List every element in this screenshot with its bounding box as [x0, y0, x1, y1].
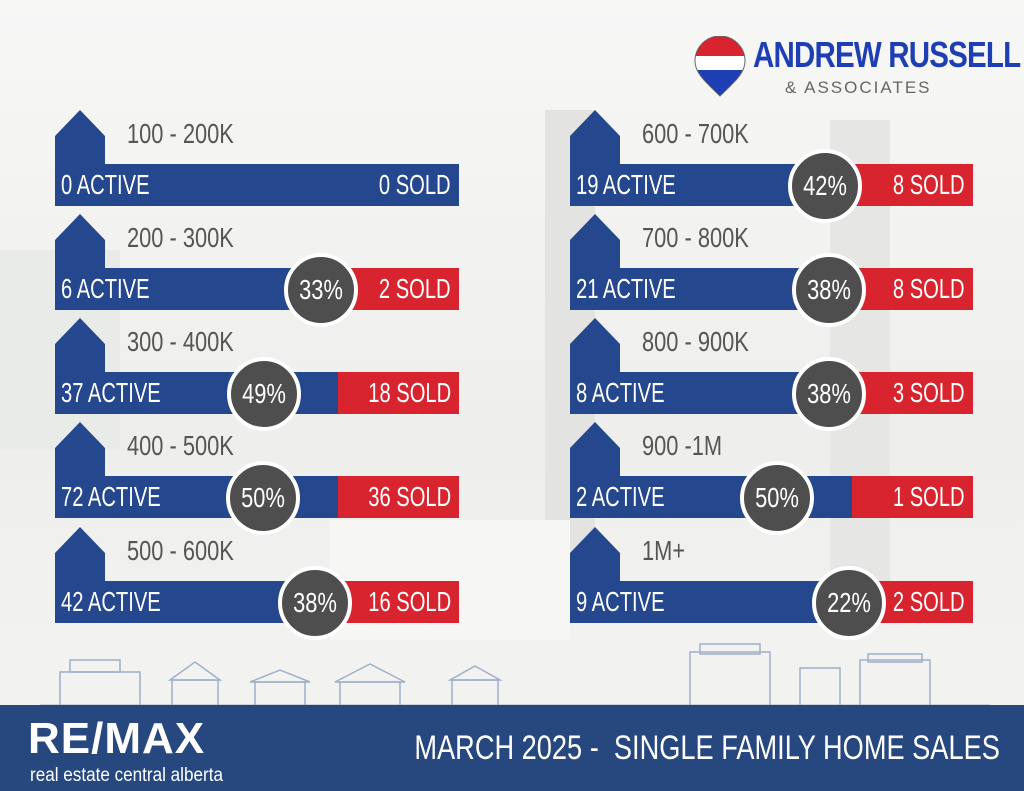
- price-range-row: 300 - 400K 37 ACTIVE 18 SOLD 49%: [55, 318, 459, 431]
- report-title: MARCH 2025 - SINGLE FAMILY HOME SALES: [414, 729, 1001, 767]
- house-icon: [55, 214, 105, 270]
- balloon-pin-icon: [694, 36, 746, 97]
- sell-through-percent-badge: 38%: [792, 253, 866, 327]
- house-icon: [55, 318, 105, 374]
- price-range-label: 1M+: [642, 535, 686, 566]
- sell-through-percent-badge: 22%: [812, 566, 886, 640]
- price-range-row: 200 - 300K 6 ACTIVE 2 SOLD 33%: [55, 214, 459, 327]
- sold-bar: 3 SOLD: [852, 372, 973, 414]
- percent-text: 50%: [755, 482, 799, 513]
- sold-bar: 8 SOLD: [852, 164, 973, 206]
- sell-through-percent-badge: 49%: [227, 357, 301, 431]
- remax-subtitle: real estate central alberta: [30, 765, 223, 786]
- logo-subtitle: & ASSOCIATES: [785, 78, 932, 97]
- sold-bar: 8 SOLD: [852, 268, 973, 310]
- active-count: 9 ACTIVE: [576, 586, 665, 617]
- percent-text: 38%: [807, 274, 851, 305]
- sold-count: 8 SOLD: [893, 169, 965, 200]
- price-range-row: 600 - 700K 19 ACTIVE 8 SOLD 42%: [570, 110, 973, 223]
- house-icon: [570, 214, 620, 270]
- percent-text: 22%: [827, 587, 871, 618]
- sold-count: 8 SOLD: [893, 273, 965, 304]
- price-range-row: 900 -1M 2 ACTIVE 1 SOLD 50%: [570, 422, 973, 535]
- price-range-row: 800 - 900K 8 ACTIVE 3 SOLD 38%: [570, 318, 973, 431]
- sell-through-percent-badge: 50%: [740, 461, 814, 535]
- price-range-label: 400 - 500K: [127, 430, 234, 461]
- price-range-row: 500 - 600K 42 ACTIVE 16 SOLD 38%: [55, 527, 459, 640]
- percent-text: 49%: [242, 378, 286, 409]
- house-icon: [55, 527, 105, 583]
- percent-text: 42%: [803, 170, 847, 201]
- percent-text: 38%: [807, 378, 851, 409]
- price-range-row: 1M+ 9 ACTIVE 2 SOLD 22%: [570, 527, 973, 640]
- price-range-label: 200 - 300K: [127, 222, 234, 253]
- sold-bar: 1 SOLD: [852, 476, 973, 518]
- sold-count: 1 SOLD: [893, 481, 965, 512]
- sold-count: 3 SOLD: [893, 377, 965, 408]
- house-icon: [570, 110, 620, 166]
- price-range-label: 100 - 200K: [127, 118, 234, 149]
- sell-through-percent-badge: 42%: [788, 149, 862, 223]
- sold-count: 36 SOLD: [368, 481, 451, 512]
- sell-through-percent-badge: 33%: [284, 253, 358, 327]
- active-count: 21 ACTIVE: [576, 273, 676, 304]
- sell-through-percent-badge: 50%: [226, 461, 300, 535]
- andrew-russell-logo: ANDREW RUSSELL & ASSOCIATES: [693, 34, 1021, 100]
- active-count: 42 ACTIVE: [61, 586, 161, 617]
- sold-bar: 16 SOLD: [338, 581, 459, 623]
- price-range-label: 600 - 700K: [642, 118, 749, 149]
- house-icon: [55, 422, 105, 478]
- price-range-row: 400 - 500K 72 ACTIVE 36 SOLD 50%: [55, 422, 459, 535]
- active-count: 2 ACTIVE: [576, 481, 665, 512]
- sold-count: 18 SOLD: [368, 377, 451, 408]
- percent-text: 50%: [241, 482, 285, 513]
- active-listings-bar: 0 ACTIVE 0 SOLD: [55, 164, 459, 206]
- active-count: 72 ACTIVE: [61, 481, 161, 512]
- sold-bar: 2 SOLD: [338, 268, 459, 310]
- price-range-row: 700 - 800K 21 ACTIVE 8 SOLD 38%: [570, 214, 973, 327]
- price-range-label: 300 - 400K: [127, 326, 234, 357]
- active-count: 8 ACTIVE: [576, 377, 665, 408]
- percent-text: 38%: [293, 587, 337, 618]
- sell-through-percent-badge: 38%: [278, 566, 352, 640]
- sold-bar: 18 SOLD: [338, 372, 459, 414]
- house-icon: [55, 110, 105, 166]
- price-range-label: 800 - 900K: [642, 326, 749, 357]
- active-count: 6 ACTIVE: [61, 273, 150, 304]
- active-count: 19 ACTIVE: [576, 169, 676, 200]
- price-range-label: 700 - 800K: [642, 222, 749, 253]
- price-range-label: 500 - 600K: [127, 535, 234, 566]
- footer-bar: RE/MAX real estate central alberta MARCH…: [0, 705, 1024, 791]
- sold-count: 2 SOLD: [379, 273, 451, 304]
- skyline-illustration: [40, 643, 990, 706]
- price-range-label: 900 -1M: [642, 430, 723, 461]
- price-range-row: 100 - 200K 0 ACTIVE 0 SOLD: [55, 110, 459, 220]
- sold-bar: 36 SOLD: [338, 476, 459, 518]
- sold-count: 0 SOLD: [379, 169, 451, 200]
- sold-count: 16 SOLD: [368, 586, 451, 617]
- percent-text: 33%: [299, 274, 343, 305]
- active-listings-bar: 9 ACTIVE: [570, 581, 852, 623]
- house-icon: [570, 527, 620, 583]
- active-count: 37 ACTIVE: [61, 377, 161, 408]
- logo-name: ANDREW RUSSELL: [753, 34, 1021, 75]
- house-icon: [570, 422, 620, 478]
- remax-logo: RE/MAX: [28, 714, 206, 763]
- active-count: 0 ACTIVE: [61, 169, 150, 200]
- house-icon: [570, 318, 620, 374]
- sell-through-percent-badge: 38%: [792, 357, 866, 431]
- sold-count: 2 SOLD: [893, 586, 965, 617]
